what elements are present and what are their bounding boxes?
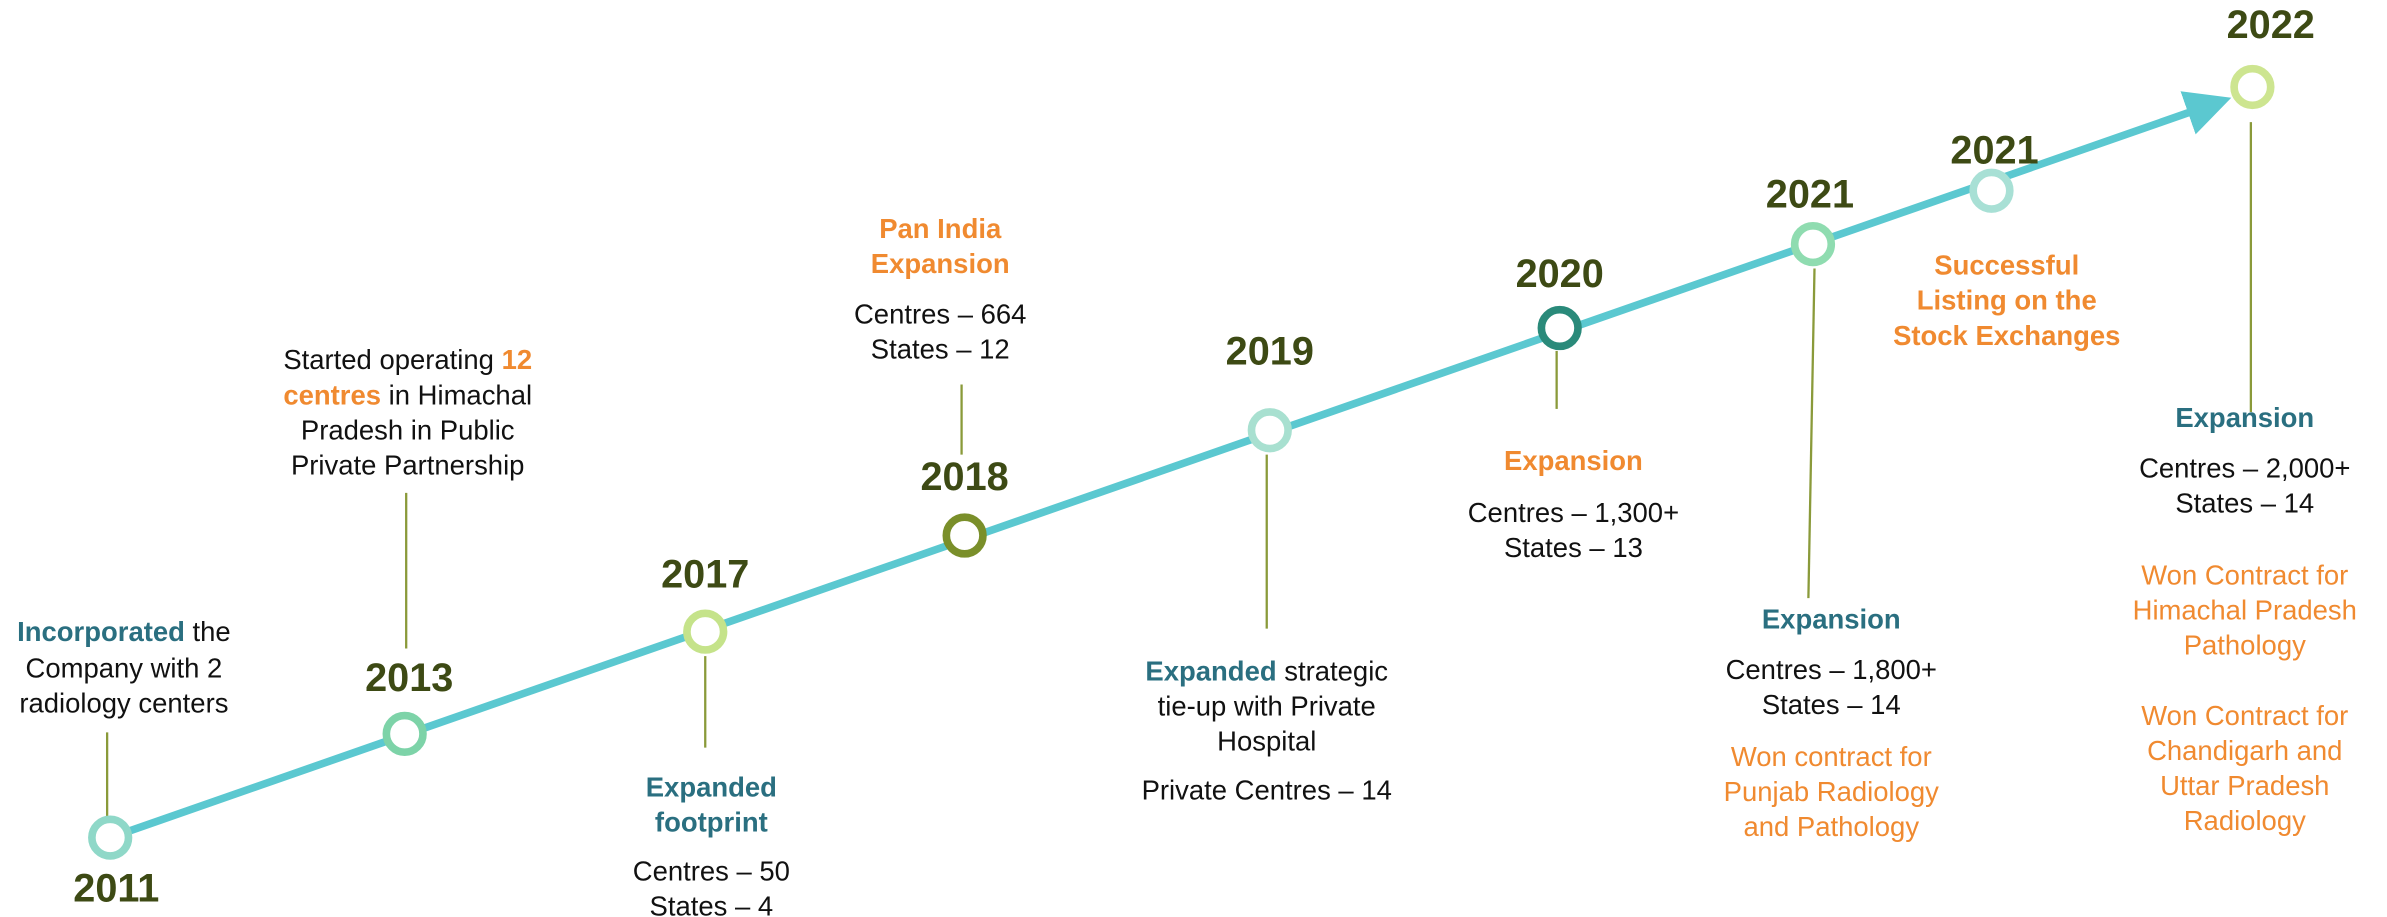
timeline-axis (108, 91, 2232, 842)
milestone-dot (382, 711, 427, 757)
year: 2021 (1950, 128, 2038, 172)
description: States – 4 (650, 890, 774, 917)
heading: Expansion (1762, 604, 1901, 635)
description: Centres – 1,800+ (1726, 654, 1937, 685)
milestone-dot (942, 513, 987, 558)
highlight: 12 (502, 344, 533, 375)
year: 2021 (1766, 173, 1854, 217)
note: Pathology (2184, 630, 2306, 661)
highlight: Incorporated (17, 616, 185, 647)
year: 2017 (661, 552, 749, 596)
note: Won Contract for (2141, 700, 2348, 731)
milestone-dot (683, 609, 728, 654)
year: 2018 (921, 455, 1009, 499)
milestone-dot (2230, 64, 2275, 110)
heading: Expansion (871, 248, 1010, 279)
note: Radiology (2184, 805, 2306, 836)
description: Private Centres – 14 (1142, 775, 1392, 806)
description: Centres – 2,000+ (2139, 453, 2350, 484)
description: tie-up with Private (1158, 691, 1376, 722)
highlight: Expanded (1145, 656, 1276, 687)
text: in Himachal (389, 379, 532, 410)
connector (1807, 268, 1816, 599)
heading: Listing on the (1917, 285, 2097, 316)
highlight: centres (283, 379, 381, 410)
description: Centres – 1,300+ (1468, 497, 1679, 528)
description: radiology centers (19, 688, 228, 719)
description: Centres – 50 (633, 855, 790, 886)
milestone-dot (1537, 305, 1582, 351)
heading: Stock Exchanges (1893, 320, 2120, 351)
milestone-dot (1790, 222, 1836, 267)
description: Private Partnership (291, 450, 524, 481)
note: and Pathology (1744, 811, 1920, 842)
description: States – 14 (2175, 488, 2314, 519)
note: Chandigarh and (2147, 735, 2342, 766)
note: Himachal Pradesh (2133, 594, 2357, 625)
milestone-dot (1969, 168, 2014, 213)
description: Company with 2 (25, 652, 222, 683)
heading: Successful (1934, 250, 2079, 281)
year: 2022 (2227, 3, 2315, 47)
description: Centres – 664 (854, 298, 1026, 329)
description: Pradesh in Public (301, 414, 515, 445)
description: Hospital (1217, 726, 1316, 757)
year: 2019 (1226, 330, 1314, 374)
note: Won contract for (1731, 741, 1932, 772)
heading: footprint (655, 807, 768, 838)
description: Expanded strategic (1145, 656, 1388, 687)
year: 2011 (73, 867, 159, 911)
note: Won Contract for (2141, 559, 2348, 590)
text: Started operating (283, 344, 494, 375)
text: strategic (1284, 656, 1388, 687)
heading: Expanded (646, 771, 777, 802)
description: States – 13 (1504, 532, 1643, 563)
milestone-dot (1247, 408, 1292, 453)
heading: Expansion (2175, 402, 2314, 433)
year: 2020 (1516, 252, 1604, 296)
heading: Pan India (879, 213, 1002, 244)
description: States – 14 (1762, 689, 1901, 720)
milestone-dot (88, 815, 133, 860)
note: Uttar Pradesh (2160, 770, 2329, 801)
description: centres in Himachal (283, 379, 532, 410)
heading: Expansion (1504, 445, 1643, 476)
note: Punjab Radiology (1724, 776, 1939, 807)
description: Incorporated the (17, 616, 231, 647)
description: States – 12 (871, 334, 1010, 365)
text: the (193, 616, 231, 647)
year: 2013 (365, 656, 453, 700)
description: Started operating 12 (283, 344, 532, 375)
